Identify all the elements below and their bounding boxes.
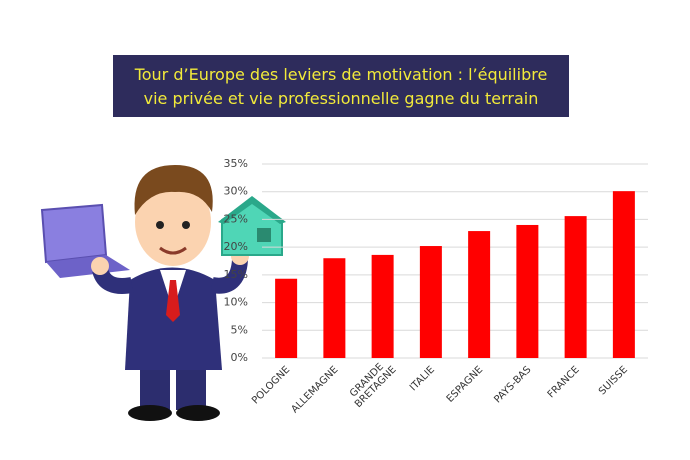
chart-title: Tour d’Europe des leviers de motivation …: [134, 65, 548, 84]
bar: [371, 254, 394, 358]
y-tick-label: 30%: [224, 185, 248, 198]
x-tick-label: FRANCE: [546, 364, 582, 400]
title-box: [113, 55, 569, 117]
chart-title: vie privée et vie professionnelle gagne …: [144, 89, 539, 108]
bar: [275, 278, 298, 358]
x-tick-label: ITALIE: [408, 364, 437, 393]
x-tick-label: GRANDE BRETAGNE: [343, 357, 399, 413]
x-tick-label: ESPAGNE: [445, 364, 486, 405]
y-tick-label: 0%: [231, 351, 248, 364]
bar: [468, 231, 491, 358]
bar: [516, 224, 539, 358]
y-tick-label: 35%: [224, 157, 248, 170]
bar: [564, 216, 587, 358]
y-tick-label: 15%: [224, 268, 248, 281]
y-tick-label: 25%: [224, 212, 248, 225]
x-tick-label: PAYS-BAS: [492, 364, 533, 405]
y-tick-label: 10%: [224, 296, 248, 309]
bar: [419, 246, 442, 358]
bar: [323, 258, 346, 358]
illustration: [40, 165, 286, 421]
x-tick-label: ALLEMAGNE: [289, 364, 340, 415]
y-tick-label: 5%: [231, 323, 248, 336]
y-tick-label: 20%: [224, 240, 248, 253]
x-tick-label: POLOGNE: [250, 364, 292, 406]
x-tick-label: SUISSE: [597, 364, 630, 397]
bar: [612, 191, 635, 358]
